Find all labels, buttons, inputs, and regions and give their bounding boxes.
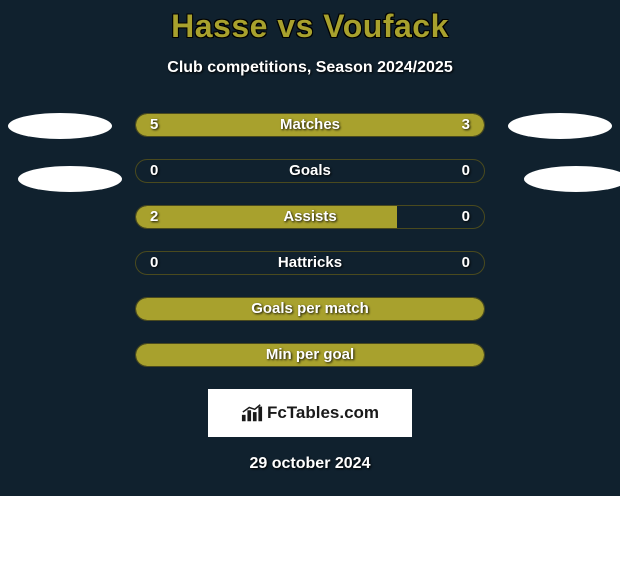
stat-value-right: 0 [462, 160, 470, 182]
stat-row: Min per goal [135, 343, 485, 367]
stat-label: Min per goal [136, 344, 484, 366]
player-left-ellipse-1 [8, 113, 112, 139]
date-line: 29 october 2024 [0, 455, 620, 473]
stat-value-right: 0 [462, 252, 470, 274]
brand-badge: FcTables.com [208, 389, 412, 437]
stat-label: Goals per match [136, 298, 484, 320]
stat-row: Matches5 3 [135, 113, 485, 137]
stat-label: Matches [136, 114, 484, 136]
infographic-container: Hasse vs Voufack Club competitions, Seas… [0, 0, 620, 496]
stat-value-left: 5 [150, 114, 158, 136]
brand-text: FcTables.com [267, 403, 379, 423]
stat-row: Assists2 0 [135, 205, 485, 229]
stat-value-right: 0 [462, 206, 470, 228]
player-right-ellipse-2 [524, 166, 620, 192]
subtitle: Club competitions, Season 2024/2025 [0, 59, 620, 77]
stat-label: Hattricks [136, 252, 484, 274]
stat-row: Goals0 0 [135, 159, 485, 183]
stat-label: Assists [136, 206, 484, 228]
stats-area: Matches53Goals00Assists20Hattricks00Goal… [0, 113, 620, 367]
stat-row: Goals per match [135, 297, 485, 321]
blank-area [0, 496, 620, 580]
page-title: Hasse vs Voufack [0, 8, 620, 45]
stat-label: Goals [136, 160, 484, 182]
stat-value-left: 0 [150, 160, 158, 182]
stat-value-right: 3 [462, 114, 470, 136]
player-left-ellipse-2 [18, 166, 122, 192]
stat-row: Hattricks0 0 [135, 251, 485, 275]
player-right-ellipse-1 [508, 113, 612, 139]
brand-chart-icon [241, 403, 263, 423]
stat-value-left: 2 [150, 206, 158, 228]
stat-value-left: 0 [150, 252, 158, 274]
